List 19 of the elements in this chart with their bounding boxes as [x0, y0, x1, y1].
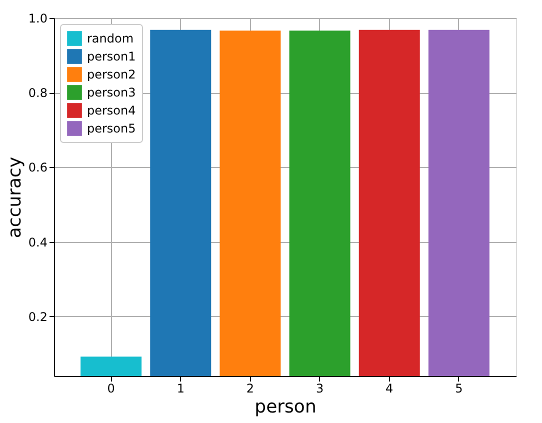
y-tick-label: 0.4 [28, 235, 48, 250]
x-tick-label: 5 [455, 382, 463, 396]
x-tick-label: 3 [316, 382, 324, 396]
y-tick-label: 0.6 [28, 160, 48, 175]
x-axis-title: person [254, 396, 316, 418]
y-tick-label: 1.0 [28, 12, 48, 26]
legend-label: person2 [87, 68, 136, 82]
legend-label: person3 [87, 86, 136, 100]
y-axis-title: accuracy [4, 156, 26, 238]
x-tick-label: 4 [386, 382, 394, 396]
x-tick-label: 1 [176, 382, 184, 396]
legend-label: person5 [87, 122, 136, 136]
y-tick-label: 0.8 [28, 86, 48, 100]
y-tick-label: 0.2 [28, 310, 48, 324]
legend-label: person4 [87, 104, 136, 118]
x-tick-label: 0 [107, 382, 115, 396]
legend-label: random [87, 32, 134, 46]
x-tick-label: 2 [246, 382, 254, 396]
legend-label: person1 [87, 50, 136, 64]
